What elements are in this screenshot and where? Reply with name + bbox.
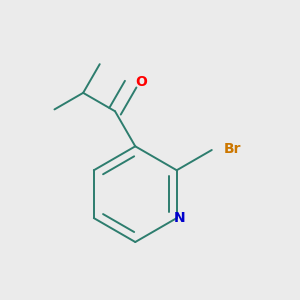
Text: O: O <box>135 75 147 89</box>
Text: N: N <box>174 211 185 225</box>
Text: Br: Br <box>224 142 241 156</box>
